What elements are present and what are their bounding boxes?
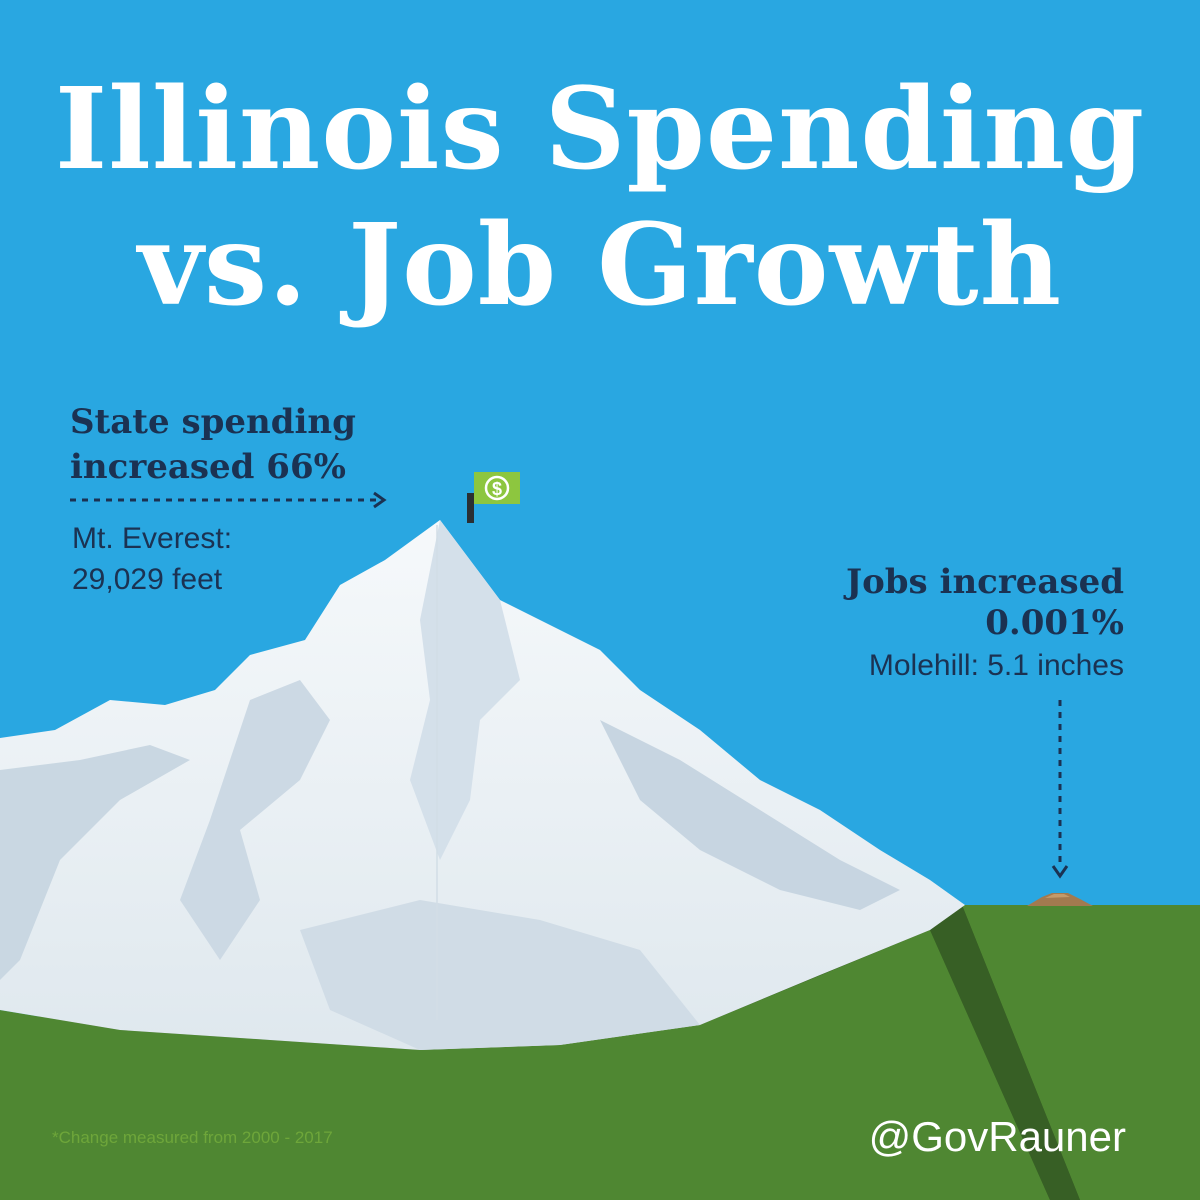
everest-label-line-1: Mt. Everest: bbox=[72, 522, 233, 555]
jobs-headline-line-2: 0.001% bbox=[985, 603, 1124, 643]
jobs-headline-line-1: Jobs increased bbox=[846, 562, 1124, 602]
jobs-arrow-head bbox=[1051, 865, 1069, 879]
molehill-icon bbox=[1027, 893, 1093, 906]
mountain-everest bbox=[0, 520, 965, 1050]
molehill-mound bbox=[1027, 893, 1093, 906]
flag-dollar-sign: $ bbox=[492, 479, 502, 499]
page-title-line-2: vs. Job Growth bbox=[137, 200, 1063, 331]
ground bbox=[0, 905, 1200, 1200]
social-handle: @GovRauner bbox=[868, 1113, 1126, 1160]
ground-shadow-wedge bbox=[930, 905, 1080, 1200]
spending-headline-line-2: increased 66% bbox=[70, 447, 346, 487]
flag-pole bbox=[467, 493, 474, 523]
ground-light-left bbox=[0, 930, 1050, 1200]
dollar-flag-icon: $ bbox=[467, 472, 520, 523]
molehill-label: Molehill: 5.1 inches bbox=[868, 649, 1124, 682]
spending-headline-line-1: State spending bbox=[70, 402, 356, 442]
mountain-shadow-right bbox=[600, 720, 900, 910]
spending-arrow bbox=[70, 491, 387, 509]
molehill-highlight bbox=[1045, 894, 1070, 898]
footnote: *Change measured from 2000 - 2017 bbox=[52, 1128, 333, 1147]
page-title-line-1: Illinois Spending bbox=[54, 64, 1146, 195]
mountain-shadow-left bbox=[0, 745, 190, 980]
jobs-arrow bbox=[1051, 700, 1069, 879]
spending-arrow-head bbox=[373, 491, 387, 509]
mountain-shadow-mid bbox=[180, 680, 330, 960]
mountain-shadow-base bbox=[300, 900, 700, 1050]
flag-coin bbox=[484, 475, 510, 501]
everest-label-line-2: 29,029 feet bbox=[72, 563, 223, 596]
ground-light-right bbox=[962, 905, 1200, 1200]
